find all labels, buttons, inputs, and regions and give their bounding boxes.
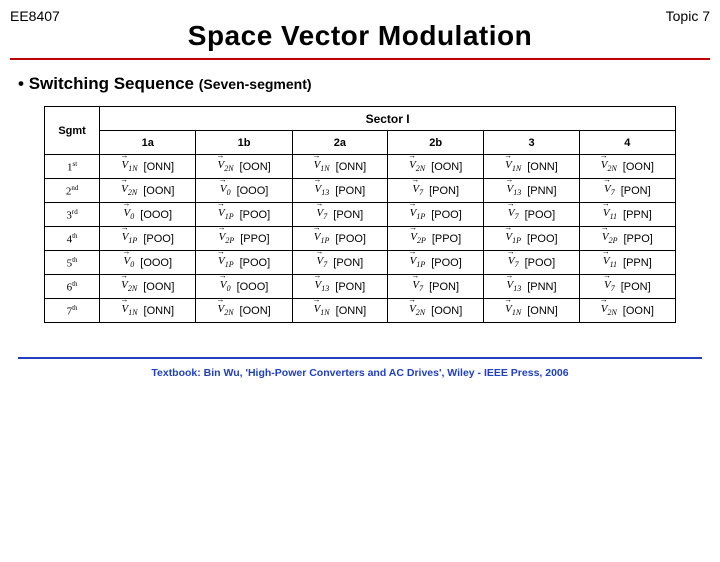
table-cell: V2N[OON]	[579, 155, 675, 179]
table-cell: V13[PNN]	[484, 275, 579, 299]
table-cell: V7[PON]	[292, 203, 387, 227]
table-cell: V1N[ONN]	[100, 155, 196, 179]
table-row: 4thV1P[POO]V2P[PPO]V1P[POO]V2P[PPO]V1P[P…	[45, 227, 676, 251]
bullet-sub: (Seven-segment)	[199, 76, 312, 92]
table-cell: V1N[ONN]	[484, 299, 579, 323]
table-cell: V2N[OON]	[100, 275, 196, 299]
table-cell: V1P[POO]	[388, 203, 484, 227]
course-code: EE8407	[10, 8, 60, 24]
table-cell: V1N[ONN]	[100, 299, 196, 323]
topic-label: Topic 7	[666, 8, 710, 24]
row-header: 2nd	[45, 179, 100, 203]
bullet-main: Switching Sequence	[29, 74, 199, 93]
table-row: Sgmt Sector I	[45, 107, 676, 131]
row-header: 3rd	[45, 203, 100, 227]
table-cell: V1N[ONN]	[292, 299, 387, 323]
table-cell: V7[POO]	[484, 203, 579, 227]
row-header: 5th	[45, 251, 100, 275]
table-cell: V1N[ONN]	[292, 155, 387, 179]
table-cell: V7[POO]	[484, 251, 579, 275]
table-cell: V1P[POO]	[388, 251, 484, 275]
table-cell: V2N[OON]	[100, 179, 196, 203]
divider-blue	[18, 357, 702, 359]
table-cell: V7[PON]	[579, 275, 675, 299]
table-body: 1stV1N[ONN]V2N[OON]V1N[ONN]V2N[OON]V1N[O…	[45, 155, 676, 323]
table-cell: V2N[OON]	[196, 299, 292, 323]
table-cell: V2P[PPO]	[196, 227, 292, 251]
table-cell: V2N[OON]	[196, 155, 292, 179]
table-cell: V1P[POO]	[292, 227, 387, 251]
table-cell: V7[PON]	[388, 179, 484, 203]
table-cell: V13[PON]	[292, 179, 387, 203]
sgmt-header: Sgmt	[45, 107, 100, 155]
table-cell: V2P[PPO]	[388, 227, 484, 251]
table-cell: V7[PON]	[579, 179, 675, 203]
table-cell: V1P[POO]	[100, 227, 196, 251]
table-cell: V11[PPN]	[579, 203, 675, 227]
table-row: 2ndV2N[OON]V0[OOO]V13[PON]V7[PON]V13[PNN…	[45, 179, 676, 203]
divider-red	[10, 58, 710, 60]
table-row: 7thV1N[ONN]V2N[OON]V1N[ONN]V2N[OON]V1N[O…	[45, 299, 676, 323]
column-header: 2a	[292, 131, 387, 155]
table-cell: V0[OOO]	[100, 251, 196, 275]
table-cell: V1N[ONN]	[484, 155, 579, 179]
table-cell: V7[PON]	[292, 251, 387, 275]
row-header: 7th	[45, 299, 100, 323]
column-header: 1a	[100, 131, 196, 155]
table-row: 1stV1N[ONN]V2N[OON]V1N[ONN]V2N[OON]V1N[O…	[45, 155, 676, 179]
table-cell: V2N[OON]	[579, 299, 675, 323]
sequence-table: Sgmt Sector I 1a1b2a2b34 1stV1N[ONN]V2N[…	[44, 106, 676, 323]
table-cell: V1P[POO]	[484, 227, 579, 251]
row-header: 4th	[45, 227, 100, 251]
column-header: 1b	[196, 131, 292, 155]
column-header: 3	[484, 131, 579, 155]
table-cell: V2P[PPO]	[579, 227, 675, 251]
table-cell: V7[PON]	[388, 275, 484, 299]
table-cell: V1P[POO]	[196, 251, 292, 275]
table-row: 1a1b2a2b34	[45, 131, 676, 155]
table-cell: V2N[OON]	[388, 299, 484, 323]
table-cell: V11[PPN]	[579, 251, 675, 275]
page-title: Space Vector Modulation	[0, 20, 720, 52]
table-cell: V0[OOO]	[196, 275, 292, 299]
table-cell: V1P[POO]	[196, 203, 292, 227]
bullet-heading: • Switching Sequence (Seven-segment)	[0, 74, 720, 106]
table-cell: V13[PON]	[292, 275, 387, 299]
table-row: 6thV2N[OON]V0[OOO]V13[PON]V7[PON]V13[PNN…	[45, 275, 676, 299]
table-container: Sgmt Sector I 1a1b2a2b34 1stV1N[ONN]V2N[…	[0, 106, 720, 323]
table-cell: V0[OOO]	[196, 179, 292, 203]
bullet-prefix: •	[18, 74, 29, 93]
row-header: 1st	[45, 155, 100, 179]
table-cell: V13[PNN]	[484, 179, 579, 203]
sector-header: Sector I	[100, 107, 676, 131]
row-header: 6th	[45, 275, 100, 299]
table-row: 3rdV0[OOO]V1P[POO]V7[PON]V1P[POO]V7[POO]…	[45, 203, 676, 227]
column-header: 2b	[388, 131, 484, 155]
table-cell: V0[OOO]	[100, 203, 196, 227]
column-header: 4	[579, 131, 675, 155]
table-row: 5thV0[OOO]V1P[POO]V7[PON]V1P[POO]V7[POO]…	[45, 251, 676, 275]
table-cell: V2N[OON]	[388, 155, 484, 179]
footer-text: Textbook: Bin Wu, 'High-Power Converters…	[0, 367, 720, 385]
